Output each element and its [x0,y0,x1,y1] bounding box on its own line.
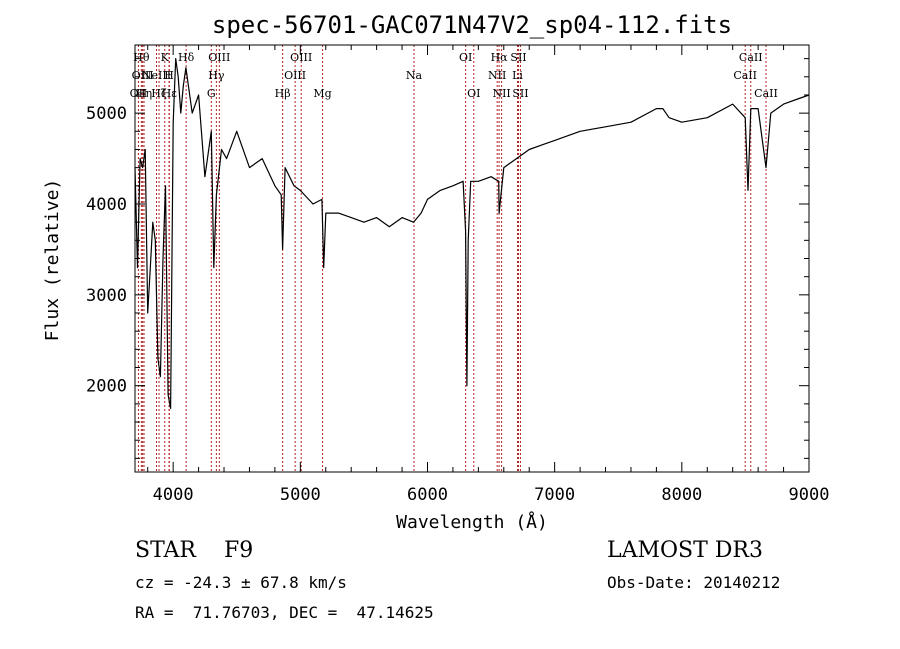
marker-label-10: G [207,87,216,100]
spectrum-chart: spec-56701-GAC071N47V2_sp04-112.fits OII… [42,11,830,533]
marker-label-23: Li [512,69,523,82]
marker-label-6: K [161,51,170,64]
marker-label-3: Hη [136,87,152,100]
marker-label-7: H [164,69,174,82]
y-tick-label-4000: 4000 [86,195,127,215]
marker-label-16: Mg [313,87,331,100]
marker-label-18: OI [459,51,472,64]
marker-label-11: Hγ [208,69,225,82]
marker-label-5: Hζ [151,87,167,100]
marker-label-24: SII [510,51,526,64]
y-tick-label-5000: 5000 [86,104,127,124]
observation-date: Obs-Date: 20140212 [607,573,781,592]
marker-label-28: CaII [754,87,778,100]
x-axis: 4000 5000 6000 7000 8000 9000 [147,45,830,505]
marker-label-25: SII [512,87,528,100]
chart-title: spec-56701-GAC071N47V2_sp04-112.fits [212,11,732,39]
marker-label-27: CaII [739,51,763,64]
x-tick-label-9000: 9000 [789,485,830,505]
marker-label-26: CaII [733,69,757,82]
marker-label-14: OIII [284,69,306,82]
y-axis-label: Flux (relative) [42,179,63,342]
survey-name: LAMOST DR3 [607,538,763,563]
object-class: STAR F9 [135,538,254,563]
marker-label-20: NII [488,69,506,82]
marker-label-19: OI [467,87,480,100]
marker-label-8: Hε [162,87,178,100]
marker-label-13: Hβ [275,87,291,100]
y-tick-label-3000: 3000 [86,286,127,306]
spectrum-line [134,58,810,409]
marker-label-21: Hα [491,51,509,64]
marker-label-17: Na [406,69,423,82]
coordinates: RA = 71.76703, DEC = 47.14625 [135,603,434,622]
x-tick-label-7000: 7000 [534,485,575,505]
y-axis: 2000 3000 4000 5000 [86,58,809,459]
marker-label-22: NII [492,87,510,100]
redshift-velocity: cz = -24.3 ± 67.8 km/s [135,573,347,592]
x-tick-label-6000: 6000 [407,485,448,505]
y-tick-label-2000: 2000 [86,377,127,397]
spectral-line-labels: OII Hθ OIII Hη NeIII Hζ KH Hε Hδ G Hγ OIII Hβ OIII OII… [130,51,778,100]
x-axis-label: Wavelength (Å) [396,511,548,533]
plot-frame [134,44,810,473]
spectral-line-markers [137,45,767,472]
x-tick-label-5000: 5000 [280,485,321,505]
marker-label-1: Hθ [133,51,150,64]
marker-label-9: Hδ [178,51,195,64]
marker-label-12: OIII [208,51,230,64]
x-tick-label-8000: 8000 [661,485,702,505]
marker-label-0: OII [130,87,148,100]
marker-label-15: OIII [290,51,312,64]
x-tick-label-4000: 4000 [153,485,194,505]
marker-label-4: NeIII [142,69,171,82]
marker-label-2: OIII [132,69,154,82]
